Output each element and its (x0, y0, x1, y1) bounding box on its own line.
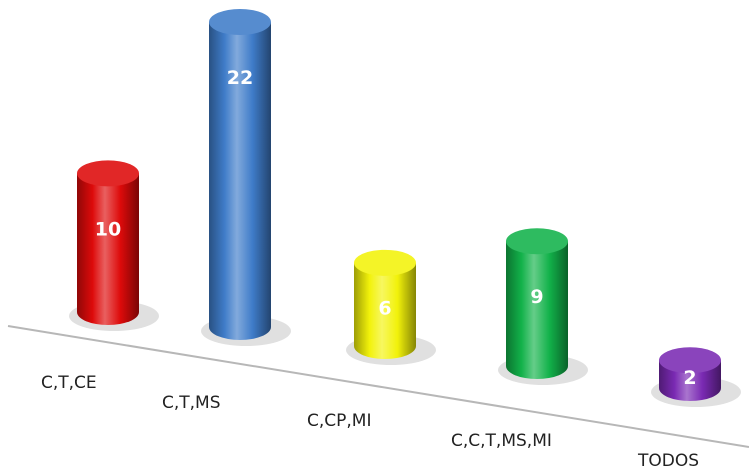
bar-cap (659, 347, 721, 374)
category-label: C,T,MS (162, 393, 221, 413)
category-label: TODOS (637, 451, 699, 468)
category-label: C,C,T,MS,MI (451, 431, 552, 451)
category-labels: C,T,CE C,T,MS C,CP,MI C,C,T,MS,MI TODOS (41, 373, 699, 468)
bar: 6 (354, 249, 416, 359)
bar-body (506, 241, 568, 379)
value-label: 2 (683, 367, 696, 389)
bar-cap (77, 160, 139, 187)
value-label: 9 (530, 286, 543, 308)
bar: 2 (659, 347, 721, 401)
bar-body (209, 22, 271, 340)
bar: 9 (506, 228, 568, 379)
bar-cap (354, 249, 416, 276)
x-axis-baseline (7, 325, 749, 448)
bar-body (77, 173, 139, 325)
bar-body (354, 262, 416, 359)
bars: 10 22 6 9 2 (77, 9, 721, 401)
category-label: C,T,CE (41, 373, 97, 393)
bar: 10 (77, 160, 139, 325)
bar-cap (209, 9, 271, 35)
value-label: 10 (95, 218, 121, 240)
category-label: C,CP,MI (307, 411, 371, 431)
bar: 22 (209, 9, 271, 340)
bar-cap (506, 228, 568, 255)
value-label: 22 (227, 67, 253, 89)
value-label: 6 (378, 297, 391, 319)
